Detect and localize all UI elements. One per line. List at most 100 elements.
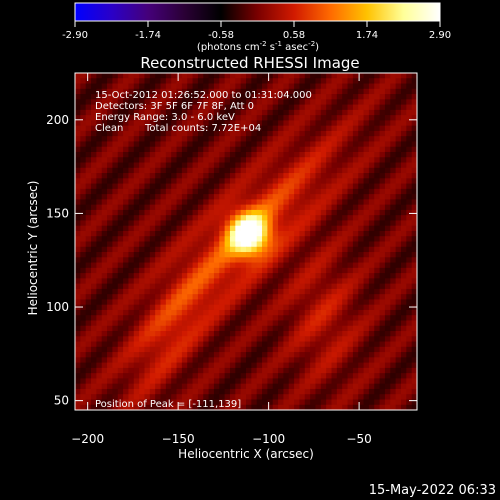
heatmap-cell [75,273,81,279]
heatmap-cell [331,209,338,216]
heatmap-cell [229,199,236,206]
heatmap-cell [272,331,279,337]
heatmap-cell [203,320,210,327]
heatmap-cell [278,230,284,237]
heatmap-cell [101,120,108,127]
heatmap-cell [192,230,199,237]
heatmap-cell [368,167,375,174]
heatmap-cell [229,341,236,348]
heatmap-cell [101,220,108,227]
heatmap-cell [80,136,87,143]
heatmap-cell [310,109,317,116]
heatmap-cell [235,362,242,369]
heatmap-cell [267,336,274,343]
heatmap-cell [213,151,220,158]
heatmap-cell [336,288,343,295]
heatmap-cell [342,167,349,174]
heatmap-cell [80,267,87,274]
heatmap-cell [75,167,81,174]
heatmap-cell [171,151,178,158]
heatmap-cell [294,88,301,95]
heatmap-cell [107,309,113,316]
heatmap-cell [181,99,188,106]
heatmap-cell [363,388,370,395]
heatmap-cell [197,230,204,237]
heatmap-cell [203,336,210,343]
heatmap-cell [347,399,354,406]
heatmap-cell [213,209,220,216]
heatmap-cell [101,73,108,79]
heatmap-cell [347,209,354,216]
heatmap-cell [155,294,162,301]
heatmap-cell [363,225,370,232]
heatmap-cell [267,278,274,285]
heatmap-cell [144,283,151,290]
heatmap-cell [342,399,349,406]
heatmap-cell [176,352,183,358]
heatmap-cell [80,183,87,190]
heatmap-cell [107,115,113,121]
heatmap-cell [85,331,92,337]
heatmap-cell [107,246,113,253]
heatmap-cell [267,115,274,121]
heatmap-cell [91,125,97,132]
heatmap-cell [213,357,220,364]
heatmap-cell [395,325,402,332]
heatmap-cell [336,120,343,127]
heatmap-cell [374,157,381,164]
heatmap-cell [181,362,188,369]
heatmap-cell [96,299,103,306]
heatmap-cell [144,109,151,116]
heatmap-cell [197,341,204,348]
heatmap-cell [267,367,274,374]
heatmap-cell [117,362,124,369]
heatmap-cell [310,404,317,410]
heatmap-cell [390,283,397,290]
heatmap-cell [229,352,236,358]
heatmap-cell [112,220,119,227]
heatmap-cell [240,336,247,343]
heatmap-cell [246,278,252,285]
heatmap-cell [262,362,268,369]
heatmap-cell [149,309,156,316]
heatmap-cell [165,331,172,337]
heatmap-cell [400,199,407,206]
heatmap-cell [352,394,359,401]
heatmap-cell [368,246,375,253]
heatmap-cell [160,104,167,111]
heatmap-cell [203,162,210,169]
heatmap-cell [187,341,194,348]
heatmap-cell [352,220,359,227]
heatmap-cell [192,199,199,206]
heatmap-cell [208,230,215,237]
heatmap-cell [181,246,188,253]
heatmap-cell [331,331,338,337]
heatmap-cell [75,209,81,216]
heatmap-cell [112,230,119,237]
heatmap-cell [235,204,242,211]
heatmap-cell [107,336,113,343]
heatmap-cell [91,262,97,269]
heatmap-cell [336,246,343,253]
heatmap-cell [326,178,333,185]
heatmap-cell [304,394,311,401]
heatmap-cell [112,383,119,390]
heatmap-cell [155,299,162,306]
heatmap-cell [256,383,263,390]
heatmap-cell [390,331,397,337]
heatmap-cell [320,183,327,190]
heatmap-cell [123,83,130,90]
heatmap-cell [240,88,247,95]
heatmap-cell [112,188,119,195]
heatmap-cell [208,320,215,327]
heatmap-cell [112,141,119,148]
heatmap-cell [411,215,417,222]
heatmap-cell [123,262,130,269]
heatmap-cell [406,215,413,222]
heatmap-cell [363,357,370,364]
heatmap-cell [358,367,365,374]
heatmap-cell [176,378,183,385]
heatmap-cell [390,73,397,79]
heatmap-cell [326,194,333,200]
heatmap-cell [107,304,113,311]
